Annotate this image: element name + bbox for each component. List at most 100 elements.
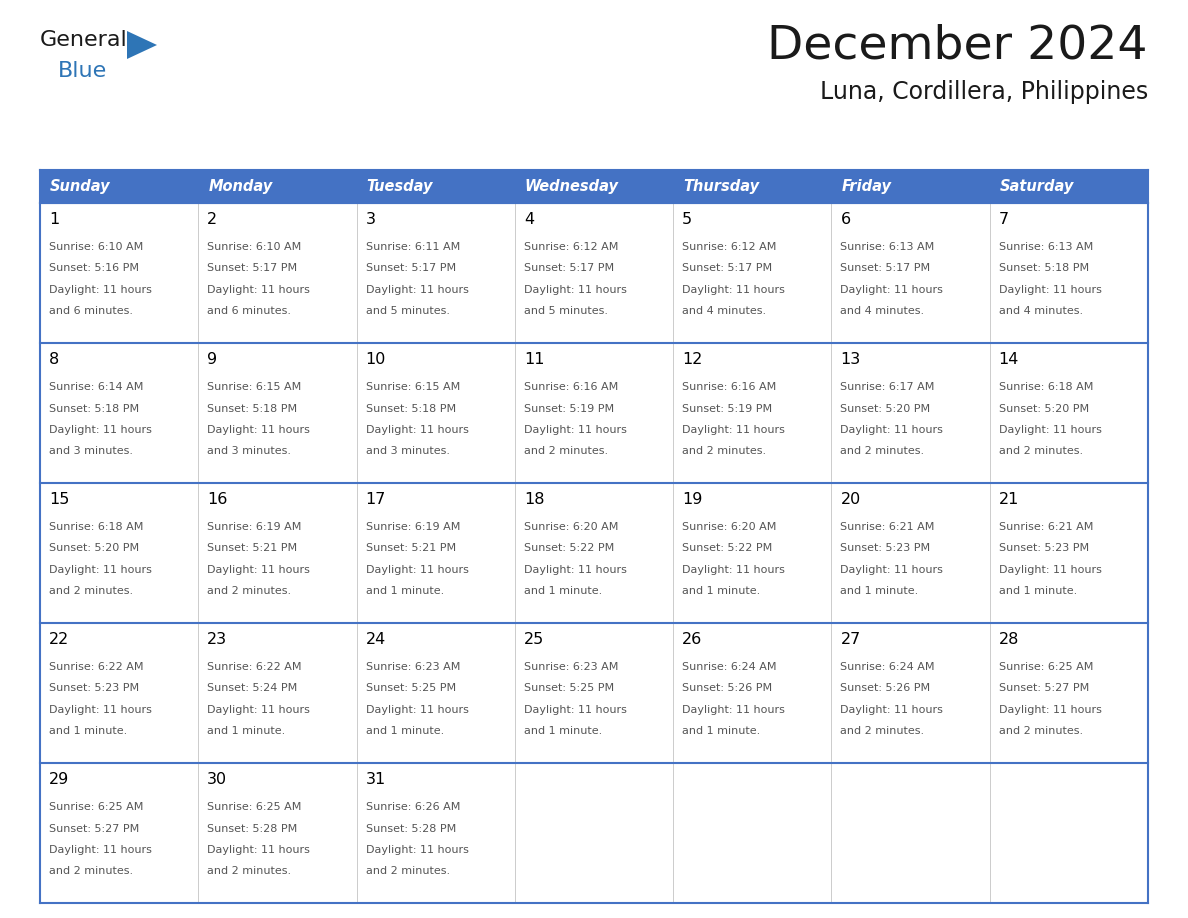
Text: and 3 minutes.: and 3 minutes.	[207, 446, 291, 456]
Text: 17: 17	[366, 492, 386, 507]
Text: Sunset: 5:18 PM: Sunset: 5:18 PM	[366, 404, 456, 413]
Text: and 1 minute.: and 1 minute.	[682, 726, 760, 736]
Text: 18: 18	[524, 492, 544, 507]
Text: Sunrise: 6:23 AM: Sunrise: 6:23 AM	[524, 662, 618, 672]
Text: Sunrise: 6:15 AM: Sunrise: 6:15 AM	[207, 382, 302, 392]
Text: Sunset: 5:23 PM: Sunset: 5:23 PM	[999, 543, 1089, 554]
Text: Daylight: 11 hours: Daylight: 11 hours	[366, 285, 468, 295]
Text: Tuesday: Tuesday	[367, 179, 434, 194]
Text: Sunrise: 6:20 AM: Sunrise: 6:20 AM	[682, 522, 777, 532]
Text: 11: 11	[524, 352, 544, 367]
Text: and 2 minutes.: and 2 minutes.	[49, 867, 133, 877]
Text: Sunset: 5:20 PM: Sunset: 5:20 PM	[49, 543, 139, 554]
Text: Monday: Monday	[208, 179, 272, 194]
Text: and 4 minutes.: and 4 minutes.	[999, 307, 1082, 317]
Text: Sunrise: 6:23 AM: Sunrise: 6:23 AM	[366, 662, 460, 672]
Text: and 1 minute.: and 1 minute.	[524, 726, 602, 736]
Text: December 2024: December 2024	[767, 23, 1148, 68]
Text: Daylight: 11 hours: Daylight: 11 hours	[999, 425, 1101, 435]
Text: Sunset: 5:21 PM: Sunset: 5:21 PM	[207, 543, 297, 554]
Text: Sunset: 5:24 PM: Sunset: 5:24 PM	[207, 684, 297, 693]
Text: 10: 10	[366, 352, 386, 367]
Text: and 2 minutes.: and 2 minutes.	[366, 867, 450, 877]
Text: Sunrise: 6:15 AM: Sunrise: 6:15 AM	[366, 382, 460, 392]
Text: and 1 minute.: and 1 minute.	[366, 587, 444, 597]
Text: Sunset: 5:17 PM: Sunset: 5:17 PM	[366, 263, 456, 274]
Text: Sunset: 5:16 PM: Sunset: 5:16 PM	[49, 263, 139, 274]
Text: 3: 3	[366, 212, 375, 227]
Text: 8: 8	[49, 352, 59, 367]
Text: Daylight: 11 hours: Daylight: 11 hours	[999, 285, 1101, 295]
Text: Sunset: 5:25 PM: Sunset: 5:25 PM	[524, 684, 614, 693]
Text: Wednesday: Wednesday	[525, 179, 619, 194]
Text: and 4 minutes.: and 4 minutes.	[682, 307, 766, 317]
Text: Daylight: 11 hours: Daylight: 11 hours	[366, 565, 468, 575]
Text: Sunset: 5:23 PM: Sunset: 5:23 PM	[49, 684, 139, 693]
Text: Daylight: 11 hours: Daylight: 11 hours	[524, 425, 627, 435]
Text: Daylight: 11 hours: Daylight: 11 hours	[999, 705, 1101, 715]
Text: Sunset: 5:19 PM: Sunset: 5:19 PM	[524, 404, 614, 413]
Text: 28: 28	[999, 632, 1019, 647]
Text: Sunset: 5:28 PM: Sunset: 5:28 PM	[207, 823, 297, 834]
Text: Daylight: 11 hours: Daylight: 11 hours	[366, 705, 468, 715]
Text: and 2 minutes.: and 2 minutes.	[49, 587, 133, 597]
Text: 23: 23	[207, 632, 227, 647]
Text: Sunrise: 6:22 AM: Sunrise: 6:22 AM	[49, 662, 144, 672]
Text: and 2 minutes.: and 2 minutes.	[207, 867, 291, 877]
Text: Sunset: 5:22 PM: Sunset: 5:22 PM	[524, 543, 614, 554]
Text: 26: 26	[682, 632, 702, 647]
Text: Daylight: 11 hours: Daylight: 11 hours	[999, 565, 1101, 575]
Text: 24: 24	[366, 632, 386, 647]
Text: Sunset: 5:20 PM: Sunset: 5:20 PM	[999, 404, 1089, 413]
Text: Sunrise: 6:16 AM: Sunrise: 6:16 AM	[682, 382, 777, 392]
Text: Sunrise: 6:19 AM: Sunrise: 6:19 AM	[366, 522, 460, 532]
Text: 12: 12	[682, 352, 702, 367]
Text: Sunset: 5:26 PM: Sunset: 5:26 PM	[840, 684, 930, 693]
Text: Daylight: 11 hours: Daylight: 11 hours	[49, 705, 152, 715]
Text: 15: 15	[49, 492, 69, 507]
Text: 21: 21	[999, 492, 1019, 507]
Text: General: General	[40, 30, 128, 50]
Text: and 2 minutes.: and 2 minutes.	[840, 726, 924, 736]
Text: Sunset: 5:17 PM: Sunset: 5:17 PM	[840, 263, 930, 274]
Text: Sunset: 5:23 PM: Sunset: 5:23 PM	[840, 543, 930, 554]
Text: Thursday: Thursday	[683, 179, 759, 194]
Text: Sunrise: 6:11 AM: Sunrise: 6:11 AM	[366, 242, 460, 252]
Text: and 2 minutes.: and 2 minutes.	[999, 446, 1082, 456]
Text: Daylight: 11 hours: Daylight: 11 hours	[524, 705, 627, 715]
Text: Sunrise: 6:25 AM: Sunrise: 6:25 AM	[999, 662, 1093, 672]
Text: Friday: Friday	[841, 179, 891, 194]
Text: Sunrise: 6:26 AM: Sunrise: 6:26 AM	[366, 802, 460, 812]
Text: Sunset: 5:27 PM: Sunset: 5:27 PM	[49, 823, 139, 834]
Text: 27: 27	[840, 632, 860, 647]
Bar	[40, 203, 1148, 343]
Text: Daylight: 11 hours: Daylight: 11 hours	[682, 425, 785, 435]
Text: Daylight: 11 hours: Daylight: 11 hours	[840, 425, 943, 435]
Text: Sunset: 5:18 PM: Sunset: 5:18 PM	[999, 263, 1089, 274]
Text: Sunrise: 6:24 AM: Sunrise: 6:24 AM	[682, 662, 777, 672]
Text: and 3 minutes.: and 3 minutes.	[366, 446, 449, 456]
Text: Daylight: 11 hours: Daylight: 11 hours	[524, 285, 627, 295]
Text: 7: 7	[999, 212, 1009, 227]
Text: and 1 minute.: and 1 minute.	[524, 587, 602, 597]
Bar	[40, 763, 1148, 903]
Text: Sunset: 5:21 PM: Sunset: 5:21 PM	[366, 543, 456, 554]
Text: Sunrise: 6:19 AM: Sunrise: 6:19 AM	[207, 522, 302, 532]
Text: and 1 minute.: and 1 minute.	[207, 726, 285, 736]
Text: Daylight: 11 hours: Daylight: 11 hours	[840, 285, 943, 295]
Text: Daylight: 11 hours: Daylight: 11 hours	[207, 565, 310, 575]
Text: Sunset: 5:20 PM: Sunset: 5:20 PM	[840, 404, 930, 413]
Text: Sunset: 5:18 PM: Sunset: 5:18 PM	[49, 404, 139, 413]
Bar	[40, 623, 1148, 763]
Text: and 2 minutes.: and 2 minutes.	[999, 726, 1082, 736]
Text: Sunrise: 6:21 AM: Sunrise: 6:21 AM	[840, 522, 935, 532]
Text: 20: 20	[840, 492, 860, 507]
Text: Daylight: 11 hours: Daylight: 11 hours	[207, 425, 310, 435]
Text: Sunrise: 6:18 AM: Sunrise: 6:18 AM	[999, 382, 1093, 392]
Text: Sunrise: 6:24 AM: Sunrise: 6:24 AM	[840, 662, 935, 672]
Text: Daylight: 11 hours: Daylight: 11 hours	[207, 705, 310, 715]
Text: 22: 22	[49, 632, 69, 647]
Text: and 1 minute.: and 1 minute.	[49, 726, 127, 736]
Text: 4: 4	[524, 212, 533, 227]
Text: Sunrise: 6:20 AM: Sunrise: 6:20 AM	[524, 522, 618, 532]
